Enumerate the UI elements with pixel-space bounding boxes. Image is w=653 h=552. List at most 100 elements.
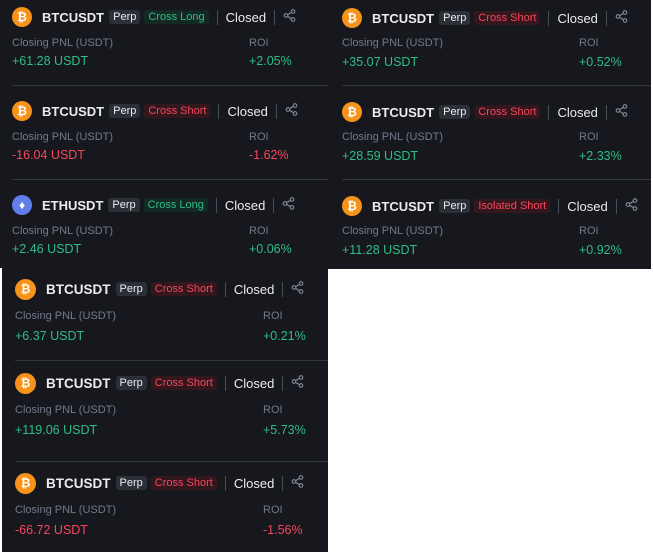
- divider: [224, 375, 226, 391]
- perp-badge: Perp: [115, 476, 147, 490]
- status-label: Closed: [233, 281, 275, 297]
- status-label: Closed: [233, 375, 275, 391]
- side-badge: Cross Short: [150, 376, 217, 390]
- symbol[interactable]: ETHUSDT: [42, 197, 104, 213]
- divider: [615, 198, 617, 214]
- card-header: ₿ BTCUSDT Perp Cross Short Closed: [15, 278, 304, 300]
- share-icon[interactable]: [291, 375, 304, 391]
- closing-pnl-value: +28.59 USDT: [342, 149, 419, 163]
- divider: [224, 475, 226, 491]
- pnl-label: Closing PNL (USDT): [15, 404, 117, 416]
- share-icon[interactable]: [625, 198, 638, 214]
- perp-badge: Perp: [439, 11, 471, 25]
- side-badge: Cross Short: [474, 105, 541, 119]
- roi-value: +0.21%: [263, 329, 306, 343]
- side-badge: Cross Short: [474, 11, 541, 25]
- perp-badge: Perp: [109, 104, 141, 118]
- roi-label: ROI: [263, 310, 283, 322]
- position-card[interactable]: ₿ BTCUSDT Perp Cross Short Closed Closing PNL…: [328, 0, 651, 86]
- perp-badge: Perp: [109, 10, 141, 24]
- position-card[interactable]: ₿ BTCUSDT Perp Cross Short Closed Closing PNL…: [2, 268, 328, 361]
- closing-pnl-value: +35.07 USDT: [342, 55, 419, 69]
- closing-pnl-value: -16.04 USDT: [12, 148, 85, 162]
- side-badge: Cross Short: [150, 282, 217, 296]
- roi-label: ROI: [263, 504, 283, 516]
- share-icon[interactable]: [615, 10, 628, 26]
- card-header: ₿ BTCUSDT Perp Isolated Short Closed: [342, 195, 638, 217]
- position-card[interactable]: ₿ BTCUSDT Perp Cross Short Closed Closing PNL…: [2, 462, 328, 552]
- bitcoin-icon: ₿: [342, 102, 362, 122]
- roi-value: -1.56%: [263, 523, 303, 537]
- divider: [605, 104, 607, 120]
- position-card[interactable]: ₿ BTCUSDT Perp Cross Short Closed Closing PNL…: [328, 94, 651, 180]
- bitcoin-icon: ₿: [15, 372, 36, 394]
- pnl-label: Closing PNL (USDT): [342, 131, 444, 143]
- divider: [282, 375, 284, 391]
- card-divider: [15, 461, 328, 462]
- perp-badge: Perp: [108, 198, 140, 212]
- pnl-label: Closing PNL (USDT): [342, 37, 444, 49]
- card-header: ₿ BTCUSDT Perp Cross Short Closed: [15, 472, 304, 494]
- status-label: Closed: [227, 103, 268, 119]
- share-icon[interactable]: [285, 103, 298, 119]
- status-label: Closed: [233, 475, 275, 491]
- symbol[interactable]: BTCUSDT: [372, 104, 435, 120]
- roi-value: +0.06%: [249, 242, 292, 256]
- roi-label: ROI: [579, 131, 599, 143]
- card-header: ₿ BTCUSDT Perp Cross Short Closed: [342, 101, 628, 123]
- pnl-label: Closing PNL (USDT): [12, 131, 114, 143]
- divider: [548, 104, 550, 120]
- side-badge: Cross Short: [144, 104, 211, 118]
- divider: [275, 103, 277, 119]
- card-divider: [342, 85, 651, 86]
- symbol[interactable]: BTCUSDT: [372, 198, 435, 214]
- position-card[interactable]: ♦ ETHUSDT Perp Cross Long Closed Closing PNL …: [0, 188, 328, 268]
- symbol[interactable]: BTCUSDT: [42, 9, 105, 25]
- status-label: Closed: [557, 10, 598, 26]
- bitcoin-icon: ₿: [342, 8, 362, 28]
- status-label: Closed: [567, 198, 608, 214]
- ethereum-icon: ♦: [12, 195, 32, 215]
- symbol[interactable]: BTCUSDT: [46, 475, 111, 491]
- card-header: ₿ BTCUSDT Perp Cross Short Closed: [342, 7, 628, 29]
- pnl-label: Closing PNL (USDT): [15, 310, 117, 322]
- roi-value: +0.92%: [579, 243, 622, 257]
- bitcoin-icon: ₿: [15, 472, 36, 494]
- roi-label: ROI: [579, 37, 599, 49]
- closing-pnl-value: -66.72 USDT: [15, 523, 88, 537]
- divider: [282, 475, 284, 491]
- position-card[interactable]: ₿ BTCUSDT Perp Cross Long Closed Closing PNL …: [0, 0, 328, 86]
- bitcoin-icon: ₿: [12, 7, 32, 27]
- bitcoin-icon: ₿: [12, 101, 32, 121]
- share-icon[interactable]: [283, 9, 296, 25]
- pnl-label: Closing PNL (USDT): [15, 504, 117, 516]
- symbol[interactable]: BTCUSDT: [46, 281, 111, 297]
- card-divider: [15, 360, 328, 361]
- position-card[interactable]: ₿ BTCUSDT Perp Isolated Short Closed Closing …: [328, 188, 651, 269]
- positions-panel-3: ₿ BTCUSDT Perp Cross Short Closed Closing PNL…: [2, 268, 328, 552]
- roi-label: ROI: [249, 131, 269, 143]
- card-divider: [12, 85, 328, 86]
- perp-badge: Perp: [115, 282, 147, 296]
- share-icon[interactable]: [291, 281, 304, 297]
- roi-label: ROI: [249, 225, 269, 237]
- card-divider: [342, 179, 651, 180]
- symbol[interactable]: BTCUSDT: [46, 375, 111, 391]
- perp-badge: Perp: [115, 376, 147, 390]
- bitcoin-icon: ₿: [15, 278, 36, 300]
- share-icon[interactable]: [615, 104, 628, 120]
- divider: [273, 197, 275, 213]
- divider: [224, 281, 226, 297]
- symbol[interactable]: BTCUSDT: [372, 10, 435, 26]
- share-icon[interactable]: [282, 197, 295, 213]
- position-card[interactable]: ₿ BTCUSDT Perp Cross Short Closed Closing PNL…: [0, 94, 328, 180]
- roi-label: ROI: [249, 37, 269, 49]
- side-badge: Cross Short: [150, 476, 217, 490]
- card-header: ₿ BTCUSDT Perp Cross Long Closed: [12, 6, 296, 28]
- share-icon[interactable]: [291, 475, 304, 491]
- position-card[interactable]: ₿ BTCUSDT Perp Cross Short Closed Closing PNL…: [2, 362, 328, 462]
- closing-pnl-value: +6.37 USDT: [15, 329, 85, 343]
- symbol[interactable]: BTCUSDT: [42, 103, 105, 119]
- closing-pnl-value: +119.06 USDT: [15, 423, 98, 437]
- divider: [605, 10, 607, 26]
